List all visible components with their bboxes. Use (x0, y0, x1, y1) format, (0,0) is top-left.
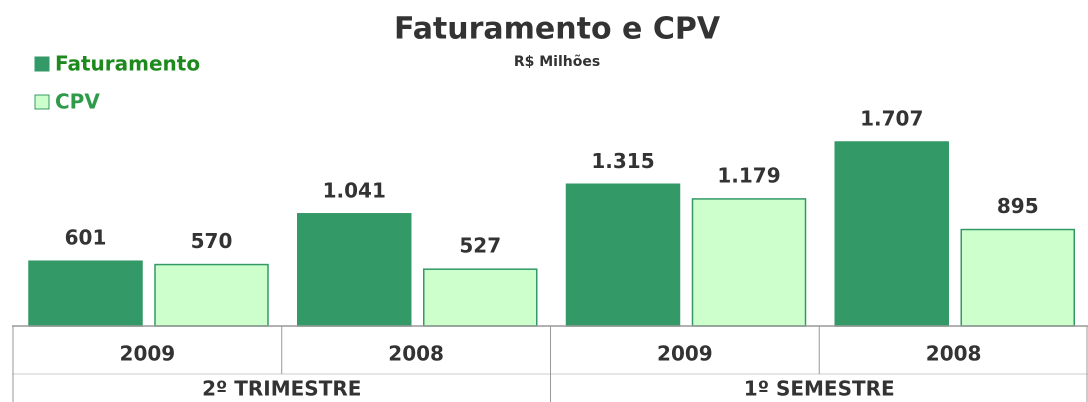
value-label: 570 (191, 229, 233, 253)
value-label: 1.315 (591, 149, 654, 173)
x-tick-label: 2009 (120, 342, 176, 366)
chart-title: Faturamento e CPV (394, 12, 721, 47)
group-label: 1º SEMESTRE (744, 377, 895, 401)
bar (960, 228, 1075, 327)
bar (423, 268, 538, 327)
bar (28, 260, 143, 327)
bar (691, 198, 807, 327)
bar (834, 141, 949, 327)
legend-label: CPV (55, 90, 100, 114)
bar (154, 263, 269, 327)
x-tick-label: 2008 (388, 342, 444, 366)
value-label: 1.179 (717, 163, 780, 187)
bar (297, 213, 412, 327)
legend-swatch (34, 94, 50, 110)
legend-label: Faturamento (55, 52, 200, 76)
value-label: 601 (65, 226, 107, 250)
value-label: 527 (459, 234, 501, 258)
chart-subtitle: R$ Milhões (514, 54, 600, 70)
x-tick-label: 2009 (657, 342, 713, 366)
value-label: 1.707 (860, 107, 923, 131)
x-tick-label: 2008 (926, 342, 982, 366)
value-label: 895 (997, 194, 1039, 218)
group-label: 2º TRIMESTRE (202, 377, 361, 401)
legend-swatch (34, 56, 50, 72)
value-label: 1.041 (323, 178, 386, 202)
bar (565, 183, 681, 327)
